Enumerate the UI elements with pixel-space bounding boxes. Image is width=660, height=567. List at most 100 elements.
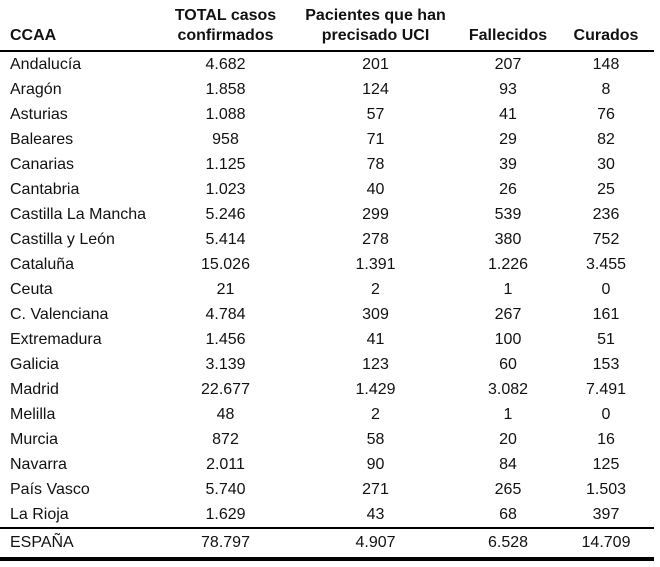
row-total-casos: 1.858: [205, 81, 246, 98]
row-fallecidos: 68: [499, 506, 517, 523]
row-ccaa: Ceuta: [10, 281, 53, 298]
row-total-casos: 1.629: [205, 506, 246, 523]
row-fallecidos: 380: [494, 231, 522, 248]
table-row: Ceuta 21 2 1 0: [0, 277, 654, 302]
table-header: CCAA TOTAL casos confirmados Pacientes q…: [0, 6, 654, 51]
row-curados: 236: [592, 206, 620, 223]
row-uci: 57: [366, 106, 385, 123]
row-uci: 1.391: [355, 256, 396, 273]
table-row: Melilla 48 2 1 0: [0, 402, 654, 427]
row-ccaa: Aragón: [10, 81, 62, 98]
row-fallecidos: 29: [499, 131, 517, 148]
row-fallecidos: 20: [499, 431, 517, 448]
total-curados: 14.709: [581, 534, 631, 551]
row-uci: 278: [362, 231, 389, 248]
table-row: Murcia 872 58 20 16: [0, 427, 654, 452]
row-total-casos: 4.682: [205, 56, 246, 73]
table-row: Navarra 2.011 90 84 125: [0, 452, 654, 477]
row-uci: 271: [362, 481, 389, 498]
header-row: CCAA TOTAL casos confirmados Pacientes q…: [0, 6, 654, 51]
row-curados: 397: [592, 506, 620, 523]
row-fallecidos: 1: [503, 406, 513, 423]
row-curados: 8: [601, 81, 611, 98]
row-total-casos: 4.784: [205, 306, 246, 323]
table-total: ESPAÑA 78.797 4.907 6.528 14.709: [0, 528, 654, 559]
table-row: Aragón 1.858 124 93 8: [0, 77, 654, 102]
row-ccaa: Madrid: [10, 381, 59, 398]
row-total-casos: 872: [212, 431, 239, 448]
row-ccaa: Extremadura: [10, 331, 102, 348]
row-fallecidos: 3.082: [487, 381, 529, 398]
row-uci: 90: [366, 456, 385, 473]
row-ccaa: Baleares: [10, 131, 74, 148]
table-row: Madrid 22.677 1.429 3.082 7.491: [0, 377, 654, 402]
row-fallecidos: 1.226: [487, 256, 529, 273]
row-fallecidos: 100: [494, 331, 522, 348]
row-curados: 752: [592, 231, 620, 248]
table-row: Baleares 958 71 29 82: [0, 127, 654, 152]
total-fallecidos: 6.528: [487, 534, 529, 551]
header-uci-line1: Pacientes que han: [305, 7, 446, 24]
row-fallecidos: 265: [494, 481, 522, 498]
row-curados: 76: [597, 106, 615, 123]
row-curados: 7.491: [585, 381, 627, 398]
total-casos: 78.797: [201, 534, 250, 551]
row-curados: 125: [592, 456, 620, 473]
row-curados: 82: [597, 131, 615, 148]
row-ccaa: Castilla y León: [10, 231, 115, 248]
row-total-casos: 1.088: [205, 106, 246, 123]
row-total-casos: 5.246: [205, 206, 246, 223]
row-total-casos: 21: [216, 281, 235, 298]
header-total-line2: confirmados: [177, 27, 274, 44]
header-fallecidos: Fallecidos: [468, 27, 548, 44]
row-ccaa: Murcia: [10, 431, 59, 448]
row-uci: 41: [366, 331, 385, 348]
row-curados: 148: [592, 56, 620, 73]
row-fallecidos: 1: [503, 281, 513, 298]
row-uci: 43: [366, 506, 385, 523]
row-curados: 153: [592, 356, 620, 373]
total-row: ESPAÑA 78.797 4.907 6.528 14.709: [0, 528, 654, 559]
row-uci: 2: [371, 281, 380, 298]
row-total-casos: 5.414: [205, 231, 246, 248]
row-uci: 309: [362, 306, 389, 323]
row-total-casos: 1.125: [205, 156, 246, 173]
row-uci: 58: [366, 431, 385, 448]
row-ccaa: Castilla La Mancha: [10, 206, 147, 223]
table-row: Extremadura 1.456 41 100 51: [0, 327, 654, 352]
row-total-casos: 15.026: [201, 256, 250, 273]
row-curados: 3.455: [585, 256, 627, 273]
table-row: Asturias 1.088 57 41 76: [0, 102, 654, 127]
row-total-casos: 2.011: [206, 456, 245, 473]
row-total-casos: 958: [212, 131, 239, 148]
row-fallecidos: 41: [499, 106, 517, 123]
row-total-casos: 3.139: [205, 356, 246, 373]
ccaa-data-table: CCAA TOTAL casos confirmados Pacientes q…: [0, 6, 654, 561]
row-curados: 1.503: [585, 481, 627, 498]
row-curados: 0: [601, 281, 611, 298]
header-uci: Pacientes que han precisado UCI: [293, 6, 458, 51]
table-row: Cantabria 1.023 40 26 25: [0, 177, 654, 202]
table-row: Galicia 3.139 123 60 153: [0, 352, 654, 377]
row-curados: 0: [601, 406, 611, 423]
header-uci-line2: precisado UCI: [321, 27, 430, 44]
row-uci: 71: [366, 131, 385, 148]
table-row: C. Valenciana 4.784 309 267 161: [0, 302, 654, 327]
row-total-casos: 5.740: [205, 481, 246, 498]
row-ccaa: C. Valenciana: [10, 306, 109, 323]
row-ccaa: Galicia: [10, 356, 59, 373]
row-ccaa: Cantabria: [10, 181, 80, 198]
row-total-casos: 1.023: [205, 181, 246, 198]
header-total-line1: TOTAL casos: [174, 7, 277, 24]
row-uci: 2: [371, 406, 380, 423]
row-ccaa: Melilla: [10, 406, 56, 423]
row-total-casos: 48: [216, 406, 235, 423]
row-total-casos: 22.677: [201, 381, 250, 398]
header-total-casos: TOTAL casos confirmados: [158, 6, 293, 51]
row-curados: 30: [597, 156, 615, 173]
table-row: Cataluña 15.026 1.391 1.226 3.455: [0, 252, 654, 277]
row-fallecidos: 39: [499, 156, 517, 173]
row-uci: 123: [362, 356, 389, 373]
row-ccaa: Canarias: [10, 156, 75, 173]
row-ccaa: Navarra: [10, 456, 67, 473]
